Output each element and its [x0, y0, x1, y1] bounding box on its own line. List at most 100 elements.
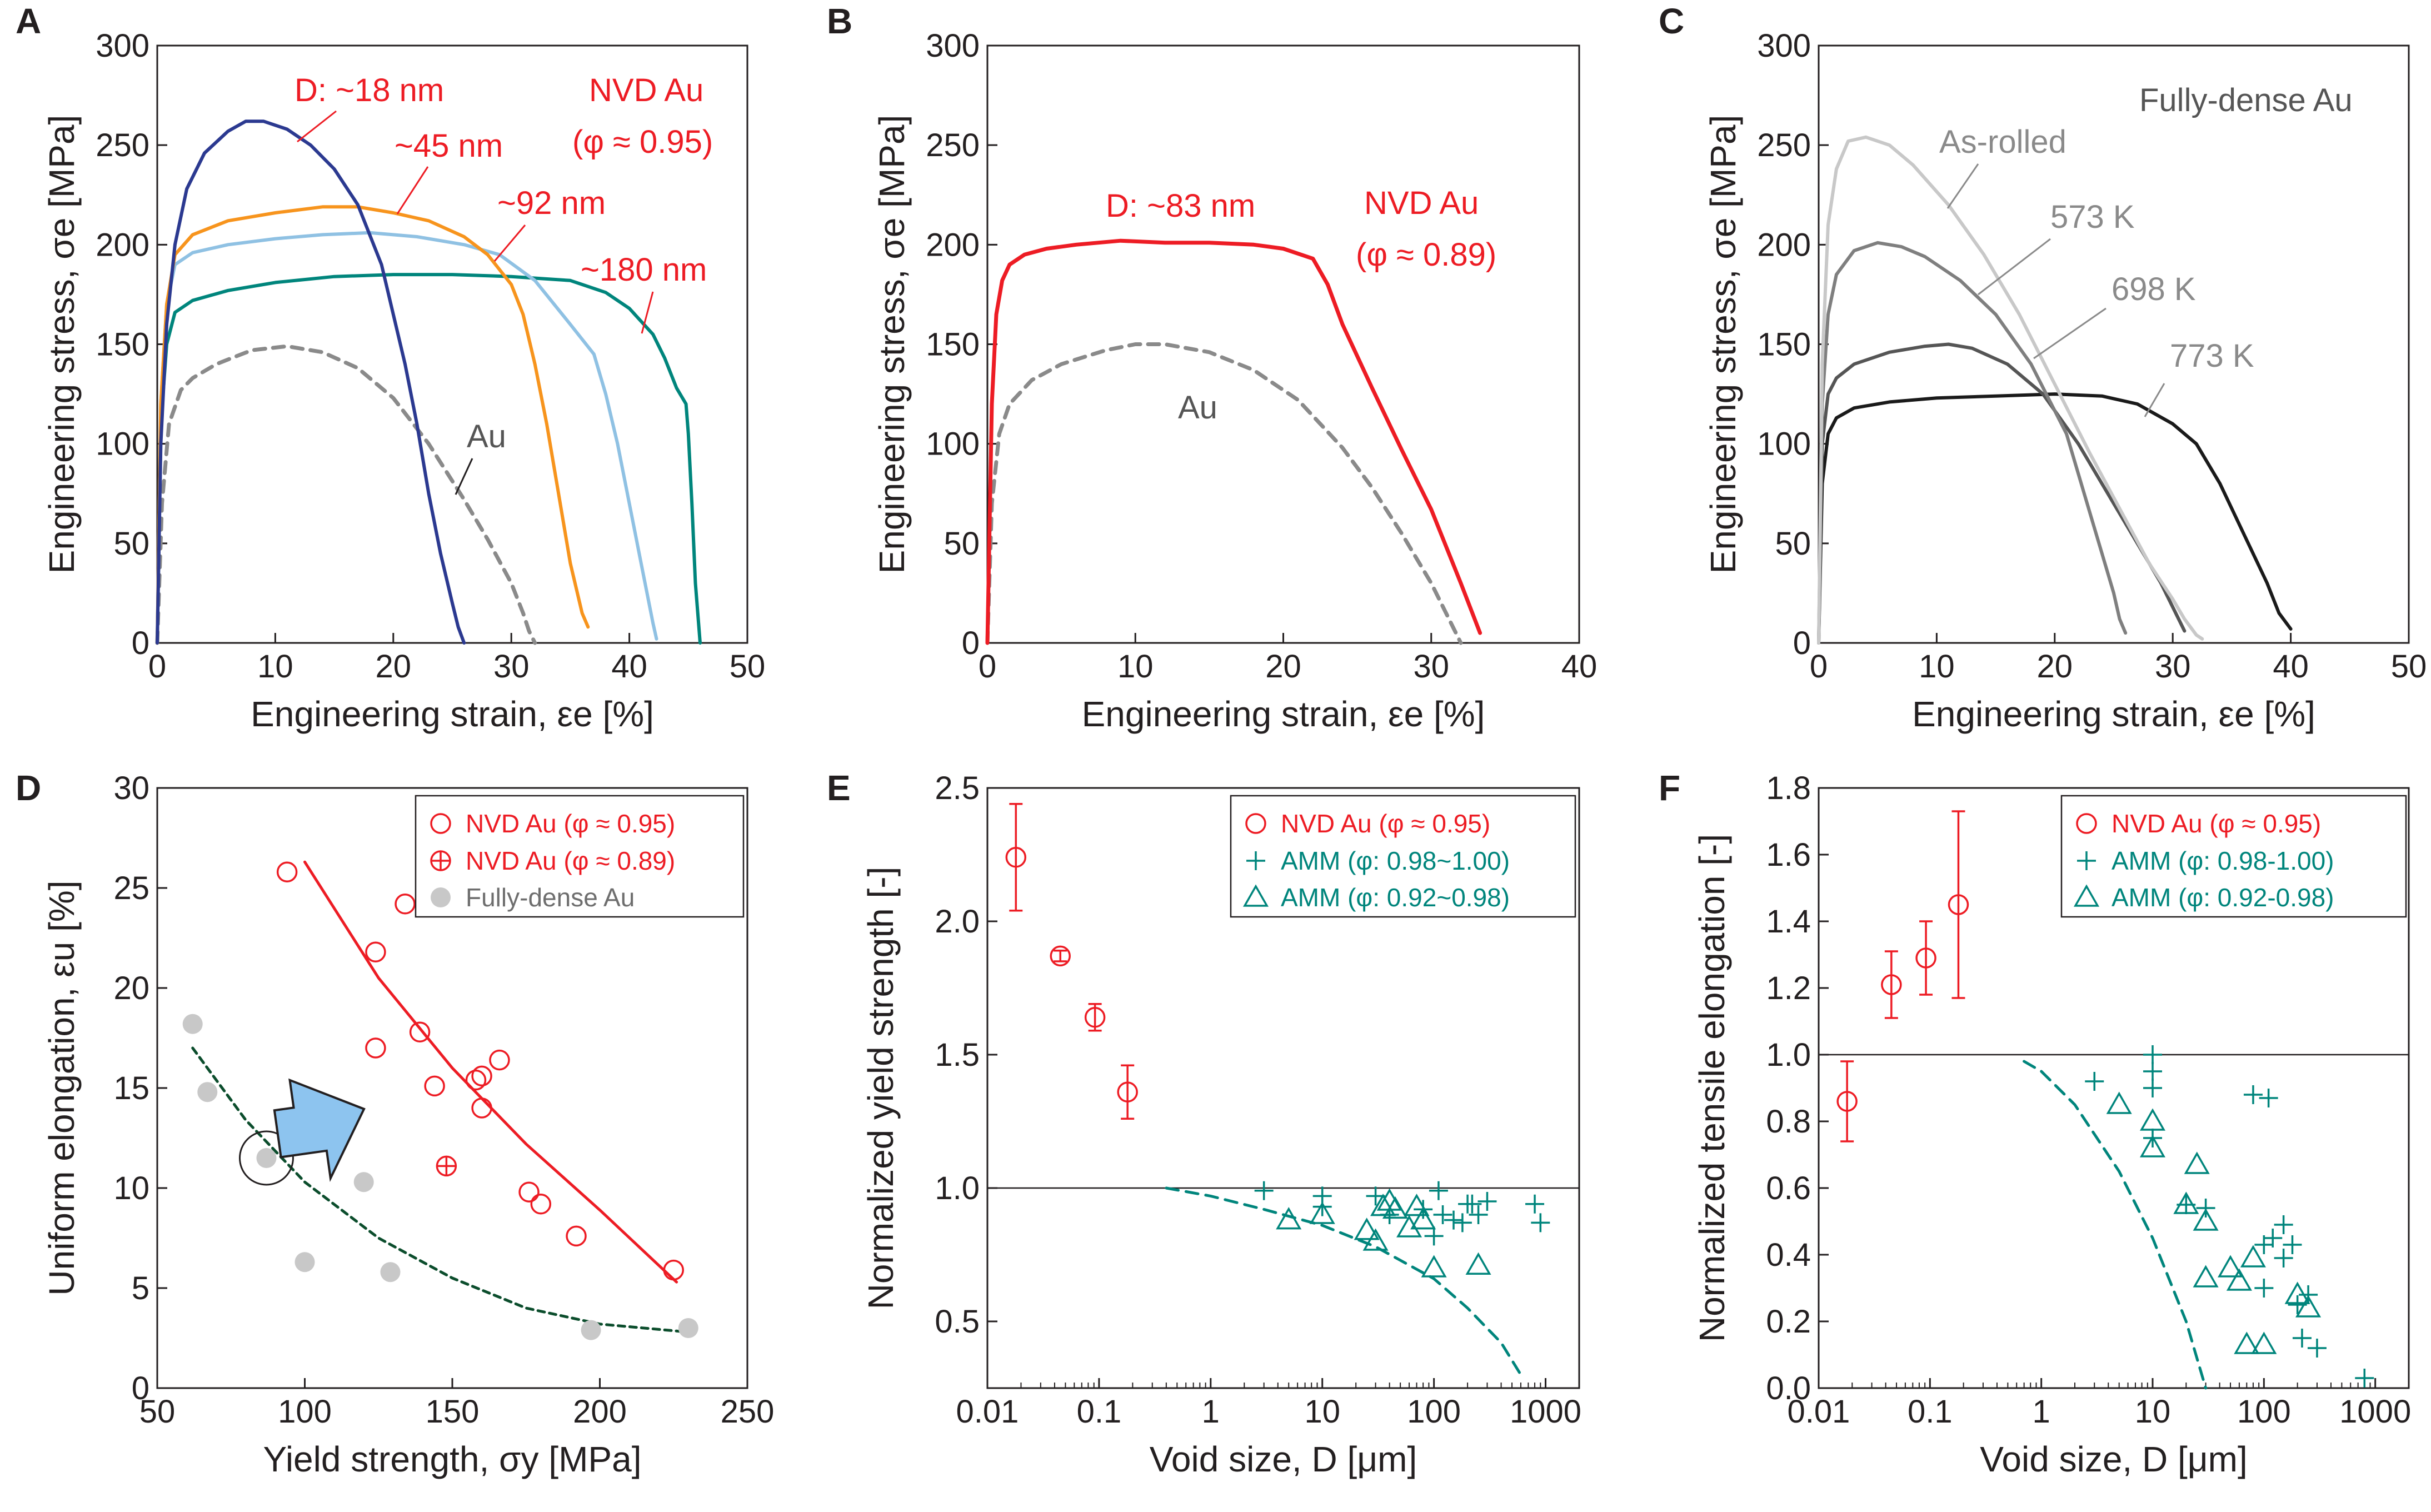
error-bar — [1840, 1060, 1854, 1142]
point-amm-porous — [1382, 1196, 1408, 1219]
point-amm-porous — [1309, 1201, 1335, 1224]
panel-f: F 0.01 0.1 1 10 100 1000 0.0 0.2 0.4 0.6 0.8 1.0 1.2 1… — [1659, 768, 2411, 1479]
point-nvd-095 — [1915, 947, 1936, 969]
annotation: ~45 nm — [395, 128, 503, 164]
legend — [415, 795, 745, 918]
y-tick-label: 15 — [113, 1070, 149, 1106]
series-773k — [1817, 392, 2293, 645]
error-bar — [1009, 803, 1023, 912]
annotation-pointer — [493, 224, 526, 262]
point-amm-porous — [1354, 1217, 1380, 1240]
point-amm-dense — [2355, 1369, 2374, 1388]
y-tick-label: 200 — [926, 227, 980, 263]
point-amm-porous — [2251, 1331, 2277, 1354]
x-tick-label: 20 — [376, 648, 412, 685]
point-fully-dense-au — [678, 1318, 698, 1338]
x-tick-label: 0 — [1810, 648, 1828, 685]
annotation: NVD Au — [1364, 185, 1479, 221]
x-tick-label: 100 — [278, 1394, 332, 1430]
series-au — [985, 342, 1463, 645]
y-tick-label: 100 — [96, 426, 149, 462]
highlight-circle — [238, 1130, 294, 1186]
y-tick-label: 150 — [1757, 327, 1811, 363]
annotation-pointer — [2033, 307, 2106, 360]
point-amm-porous — [2106, 1091, 2132, 1114]
legend-label: NVD Au (φ ≈ 0.95) — [466, 809, 675, 838]
y-tick-label: 1.5 — [935, 1037, 980, 1073]
series-45nm — [156, 205, 590, 645]
panel-letter: C — [1659, 1, 1684, 41]
point-amm-dense — [1254, 1181, 1274, 1200]
point-amm-dense — [2274, 1215, 2293, 1234]
annotation: (φ ≈ 0.89) — [1356, 237, 1496, 273]
legend-marker — [1242, 884, 1269, 907]
panel-letter: D — [16, 768, 41, 808]
annotation: Au — [1178, 390, 1217, 426]
x-tick-label: 30 — [2155, 648, 2191, 685]
series-573k — [1817, 241, 2128, 645]
x-tick-label: 50 — [2391, 648, 2427, 685]
annotation: ~180 nm — [581, 252, 707, 288]
y-axis-label: Normalized yield strength [-] — [861, 867, 901, 1310]
point-amm-dense — [1469, 1205, 1488, 1224]
panel-letter: A — [16, 1, 41, 41]
x-tick-label: 10 — [257, 648, 293, 685]
y-axis-label: Uniform elongation, εu [%] — [42, 880, 82, 1295]
x-tick-label: 50 — [730, 648, 766, 685]
x-tick-label: 20 — [2037, 648, 2073, 685]
x-tick-label: 1000 — [2339, 1394, 2411, 1430]
point-nvd-095 — [518, 1181, 540, 1202]
point-amm-dense — [2274, 1249, 2293, 1268]
point-amm-dense — [1312, 1197, 1332, 1216]
point-nvd-095 — [395, 894, 416, 915]
panel-d: D 50 100 150 200 250 0 5 10 15 20 25 30 Yield strengt… — [16, 768, 774, 1479]
y-tick-label: 1.8 — [1766, 770, 1811, 806]
point-nvd-095 — [1881, 974, 1902, 995]
annotation-pointer — [1946, 163, 1979, 209]
y-tick-label: 20 — [113, 970, 149, 1006]
annotation-pointer — [2144, 383, 2165, 417]
point-amm-dense — [2307, 1339, 2327, 1358]
x-tick-label: 0.1 — [1908, 1394, 1953, 1430]
point-amm-porous — [1396, 1215, 1422, 1237]
panel-e: E 0.01 0.1 1 10 100 1000 0.5 1.0 1.5 2.0 2.5 Void si… — [827, 768, 1581, 1479]
panel-b: B 0 10 20 30 40 0 50 100 150 200 250 300 Engineering … — [827, 1, 1597, 734]
panel-letter: F — [1659, 768, 1680, 808]
x-tick-label: 10 — [1919, 648, 1955, 685]
y-tick-label: 1.6 — [1766, 837, 1811, 873]
point-amm-porous — [2140, 1135, 2166, 1157]
y-tick-label: 250 — [926, 127, 980, 163]
y-tick-label: 0.0 — [1766, 1370, 1811, 1406]
y-tick-label: 0 — [132, 625, 149, 661]
x-tick-label: 0.1 — [1077, 1394, 1122, 1430]
point-amm-porous — [1465, 1252, 1491, 1275]
y-tick-label: 0.4 — [1766, 1237, 1811, 1273]
series-au — [155, 344, 537, 645]
x-axis-label: Yield strength, σy [MPa] — [263, 1439, 642, 1479]
annotation: 698 K — [2111, 271, 2196, 307]
y-axis-label: Engineering stress, σe [MPa] — [42, 115, 82, 574]
annotation-pointer — [1978, 238, 2051, 296]
x-tick-label: 100 — [1407, 1394, 1461, 1430]
point-nvd-095 — [424, 1075, 445, 1097]
x-tick-label: 50 — [139, 1394, 176, 1430]
error-bar — [1884, 950, 1898, 1019]
point-amm-dense — [2283, 1235, 2302, 1254]
point-nvd-095 — [1050, 945, 1071, 967]
legend-marker — [431, 887, 451, 907]
point-amm-dense — [1429, 1181, 1448, 1200]
y-tick-label: 2.5 — [935, 770, 980, 806]
point-amm-porous — [1370, 1194, 1396, 1216]
y-tick-label: 200 — [96, 227, 149, 263]
legend-marker — [2076, 813, 2097, 834]
x-tick-label: 1 — [1202, 1394, 1220, 1430]
y-tick-label: 300 — [1757, 28, 1811, 64]
point-amm-dense — [1462, 1194, 1482, 1214]
plot-frame — [1818, 44, 2410, 644]
legend-label: NVD Au (φ ≈ 0.95) — [2111, 809, 2321, 838]
point-nvd-095 — [471, 1065, 492, 1087]
error-bar — [1919, 920, 1933, 996]
y-axis-label: Engineering stress, σe [MPa] — [872, 115, 912, 574]
annotation-pointer — [455, 458, 473, 495]
